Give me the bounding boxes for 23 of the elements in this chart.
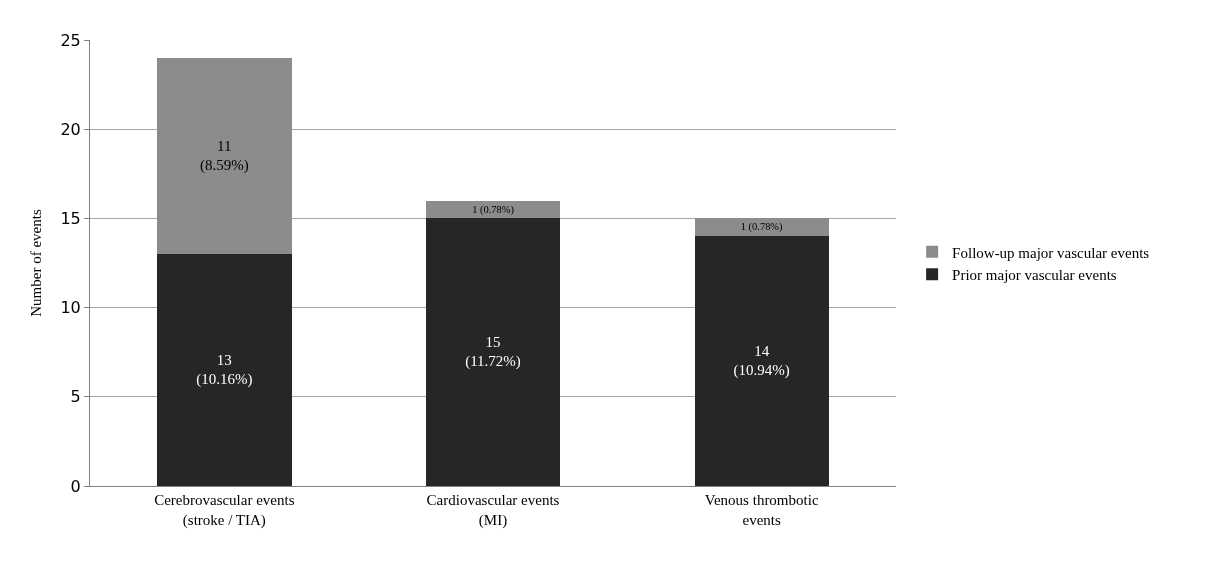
data-label: 14 (10.94%) xyxy=(733,342,790,380)
data-label: 13 (10.16%) xyxy=(196,351,253,389)
x-tick-label: Cardiovascular events (MI) xyxy=(426,492,560,529)
legend-label: Follow-up major vascular events xyxy=(952,244,1150,261)
y-axis-title: Number of events xyxy=(27,209,44,317)
y-tick-label: 5 xyxy=(70,387,81,407)
bar xyxy=(694,218,829,237)
bar xyxy=(694,236,829,486)
bar xyxy=(157,254,292,486)
y-tick-label: 20 xyxy=(60,119,81,139)
data-label: 1 (0.78%) xyxy=(740,221,784,234)
data-label: 15 (11.72%) xyxy=(465,333,521,371)
data-label: 1 (0.78%) xyxy=(472,203,515,216)
x-tick-label: Venous thrombotic events xyxy=(704,492,819,528)
x-tick-label: Cerebrovascular events (stroke / TIA) xyxy=(154,492,295,529)
y-tick-label: 10 xyxy=(60,298,81,318)
y-tick-label: 0 xyxy=(70,476,81,496)
bar xyxy=(157,57,292,255)
y-tick-label: 15 xyxy=(60,209,81,228)
data-label: 11 (8.59%) xyxy=(199,137,249,175)
bar xyxy=(425,218,561,486)
y-tick-label: 25 xyxy=(60,30,81,50)
legend-label: Prior major vascular events xyxy=(952,267,1117,284)
